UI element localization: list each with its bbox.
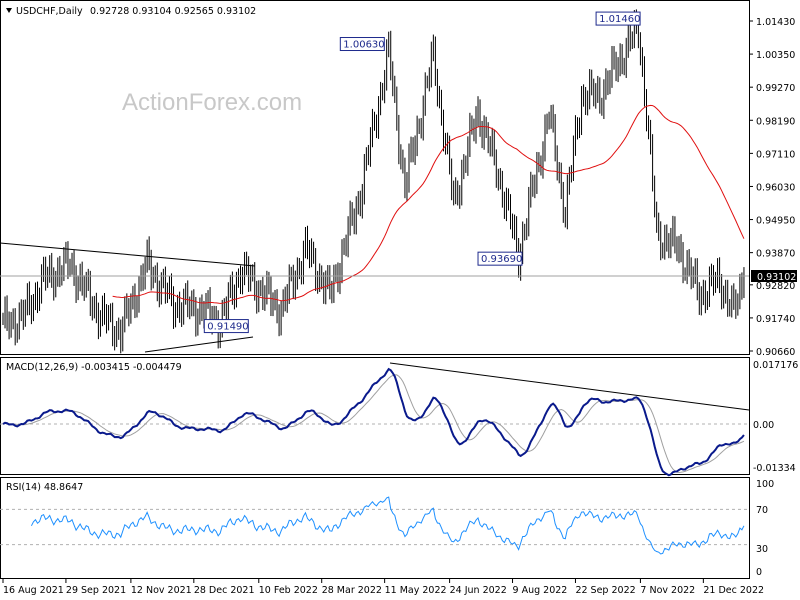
- price-annotation-box: [595, 11, 641, 26]
- support-trendline: [144, 336, 254, 353]
- rsi-layer: [0, 496, 749, 555]
- macd-axis-label: 0.017176: [753, 360, 798, 371]
- price-annotation-label: 1.00630: [343, 40, 384, 51]
- price-axis-label: 1.00350: [756, 50, 795, 61]
- current-price-box: [751, 270, 797, 282]
- dropdown-triangle-icon[interactable]: [6, 8, 12, 13]
- price-annotation-label: 0.91490: [207, 322, 248, 333]
- rsi-axis-label: 0: [756, 567, 762, 578]
- price-axis-label: 0.97110: [756, 149, 795, 160]
- price-annotation-label: 1.01460: [599, 14, 640, 25]
- macd-layer: [0, 362, 750, 477]
- price-bars-layer: 1.00630 1.01460 0.93690 0.91490: [0, 9, 749, 354]
- time-axis-label: 11 May 2022: [385, 585, 447, 596]
- rsi-axis-label: 70: [756, 505, 768, 516]
- current-price-label: 0.93102: [757, 272, 796, 283]
- macd-panel-frame: [0, 357, 750, 475]
- rsi-label: RSI(14) 48.8647: [6, 482, 83, 493]
- time-axis-label: 7 Nov 2022: [640, 585, 695, 596]
- rsi-axis-label: 100: [756, 479, 774, 490]
- time-axis-label: 12 Nov 2021: [131, 585, 192, 596]
- time-axis-label: 29 Sep 2021: [66, 585, 126, 596]
- price-axis-label: 0.98190: [756, 116, 795, 127]
- rsi-panel-frame: [0, 477, 750, 579]
- price-axis-label: 0.92820: [756, 281, 795, 292]
- time-axis-label: 24 Jun 2022: [450, 585, 507, 596]
- main-panel-frame: [0, 0, 750, 355]
- price-annotation-box: [203, 319, 249, 334]
- price-axis-label: 1.01430: [756, 17, 795, 28]
- price-axis-label: 0.96030: [756, 182, 795, 193]
- macd-axis-label: -0.01334: [753, 463, 796, 474]
- macd-line: [2, 367, 745, 477]
- time-axis-label: 21 Dec 2022: [703, 585, 764, 596]
- resistance-trendline: [0, 242, 256, 267]
- time-axis-label: 10 Feb 2022: [259, 585, 318, 596]
- rsi-axis-label: 30: [756, 544, 768, 555]
- price-axis-label: 0.99270: [756, 83, 795, 94]
- time-axis-label: 16 Aug 2021: [3, 585, 64, 596]
- time-axis-label: 9 Aug 2022: [513, 585, 568, 596]
- moving-average-line: [112, 104, 745, 304]
- price-axis-label: 0.90660: [756, 347, 795, 358]
- symbol-label: USDCHF,Daily: [16, 6, 83, 17]
- macd-trendline: [389, 362, 750, 411]
- time-axis-label: 22 Sep 2022: [575, 585, 635, 596]
- price-annotation-box: [339, 37, 385, 52]
- rsi-line: [30, 496, 745, 555]
- macd-axis-label: 0.00: [753, 420, 774, 431]
- time-axis-label: 28 Dec 2021: [194, 585, 255, 596]
- time-axis-label: 28 Mar 2022: [322, 585, 382, 596]
- macd-label: MACD(12,26,9) -0.003415 -0.004479: [6, 362, 182, 373]
- axes-layer: 1.01430 1.00350 0.99270 0.98190 0.97110 0.960…: [2, 17, 798, 596]
- price-axis-label: 0.91740: [756, 314, 795, 325]
- price-axis-label: 0.93870: [756, 249, 795, 260]
- watermark: ActionForex.com: [122, 89, 302, 116]
- ohlc-readout: 0.92728 0.93104 0.92565 0.93102: [90, 6, 256, 17]
- price-annotation-label: 0.93690: [481, 254, 522, 265]
- price-axis-label: 0.94950: [756, 216, 795, 227]
- price-annotation-box: [477, 251, 523, 266]
